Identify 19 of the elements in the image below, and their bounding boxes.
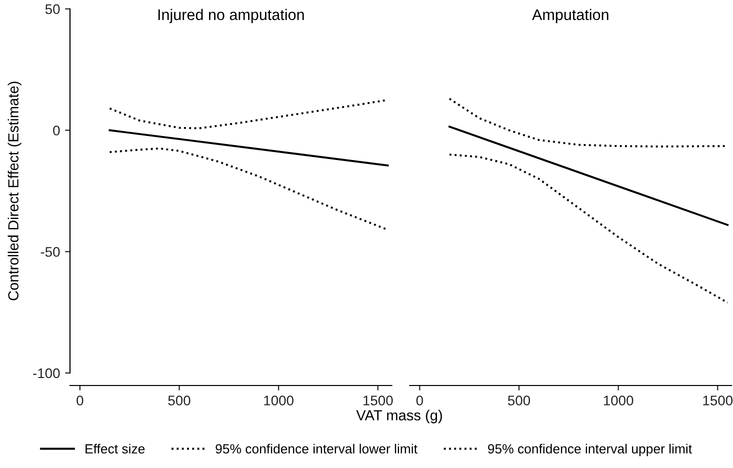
x-tick-label: 500 (168, 396, 190, 406)
x-tick-label: 0 (76, 396, 84, 406)
chart-title: Injured no amputation (158, 8, 304, 24)
y-tick-label: 50 (45, 4, 60, 14)
x-tick-label: 1000 (264, 396, 294, 406)
legend-label: 95% confidence interval lower limit (216, 444, 418, 454)
legend-label: 95% confidence interval upper limit (488, 444, 692, 456)
legend-label: Effect size (86, 444, 145, 454)
y-tick-label: -100 (33, 368, 60, 378)
y-tick-label: 0 (53, 126, 60, 136)
y-axis-title: Controlled Direct Effect (Estimate) (8, 82, 22, 300)
y-tick-label: -50 (40, 246, 60, 257)
chart-title: Amputation (532, 8, 608, 24)
x-tick-label: 1500 (363, 396, 393, 406)
x-tick-label: 1500 (703, 396, 733, 406)
x-axis-title: VAT mass (g) (356, 410, 442, 424)
x-tick-label: 500 (508, 396, 530, 406)
x-tick-label: 1000 (604, 396, 634, 406)
x-tick-label: 0 (416, 396, 423, 406)
